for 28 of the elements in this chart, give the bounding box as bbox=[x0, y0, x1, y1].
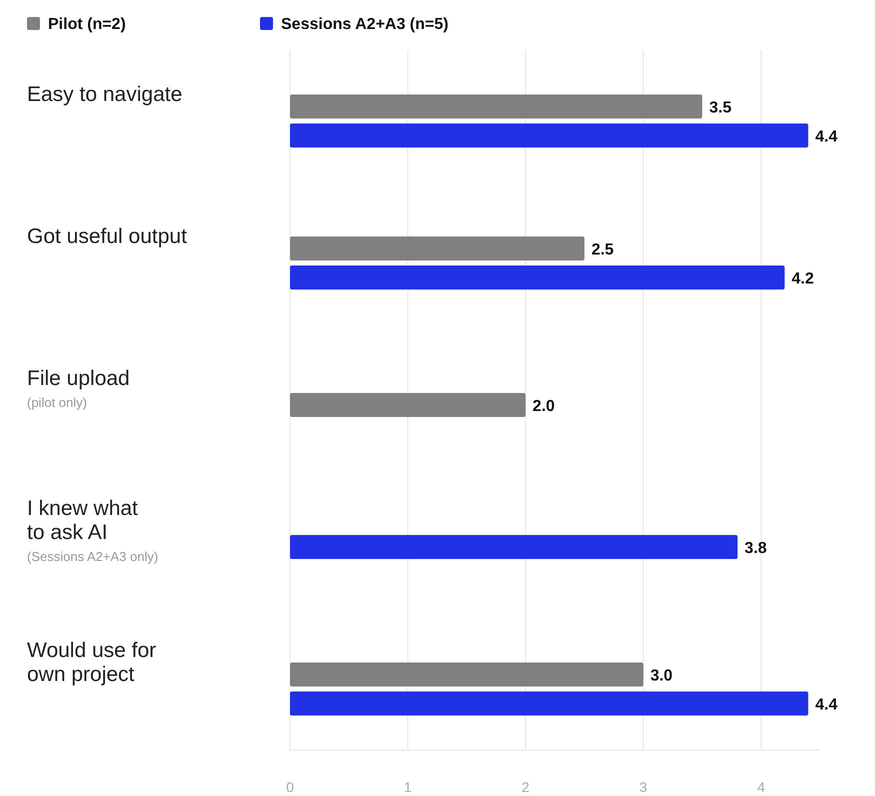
x-tick-label: 0 bbox=[286, 779, 294, 795]
y-tick-label: Got useful output bbox=[27, 225, 188, 248]
x-tick-label: 4 bbox=[757, 779, 766, 795]
data-label: 2.0 bbox=[532, 398, 555, 415]
data-label: 4.4 bbox=[815, 128, 838, 146]
data-label: 4.4 bbox=[815, 696, 838, 714]
legend-label: Pilot (n=2) bbox=[48, 16, 126, 33]
bar bbox=[290, 662, 644, 686]
y-tick-label: Would use for own project bbox=[27, 639, 156, 686]
y-tick-label: I knew what to ask AI bbox=[27, 497, 138, 544]
bar bbox=[290, 266, 785, 290]
data-label: 3.5 bbox=[709, 100, 732, 116]
text: (pilot only) bbox=[27, 395, 87, 410]
y-tick-label: Easy to navigate bbox=[27, 83, 182, 106]
data-label: 3.0 bbox=[650, 668, 673, 684]
data-label: 4.2 bbox=[792, 270, 814, 288]
bar bbox=[290, 236, 584, 260]
y-tick-label: File upload bbox=[27, 367, 130, 390]
data-label: 2.5 bbox=[591, 242, 614, 258]
x-tick-label: 2 bbox=[522, 779, 530, 795]
text: (Sessions A2+A3 only) bbox=[27, 549, 158, 564]
x-tick-label: 1 bbox=[404, 779, 412, 795]
bar bbox=[290, 692, 808, 716]
bar bbox=[290, 124, 808, 148]
x-tick-label: 3 bbox=[639, 779, 648, 795]
data-label: 3.8 bbox=[744, 540, 767, 557]
bar bbox=[290, 94, 702, 118]
legend-label: Sessions A2+A3 (n=5) bbox=[281, 16, 448, 33]
